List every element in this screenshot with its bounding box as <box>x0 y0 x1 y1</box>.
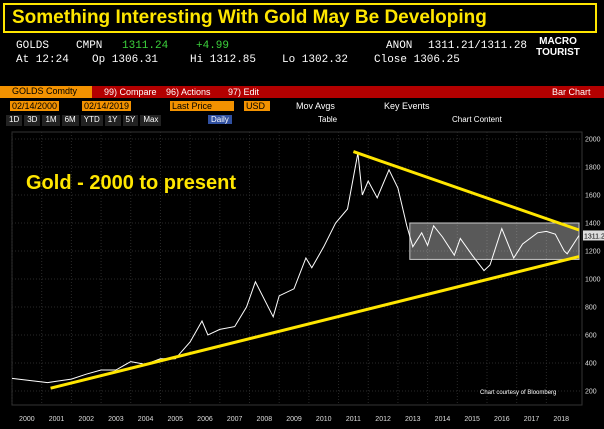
toggle[interactable]: Key Events <box>384 101 430 111</box>
logo: MACRO TOURIST <box>530 36 586 66</box>
x-tick-label: 2009 <box>286 416 302 423</box>
last: 1311.24 <box>122 40 169 52</box>
trend-line <box>50 255 580 390</box>
y-tick-label: 1000 <box>585 277 601 284</box>
x-tick-label: 2012 <box>375 416 391 423</box>
contributor: ANON <box>386 40 413 52</box>
close: Close 1306.25 <box>374 54 460 66</box>
logo-line: MACRO <box>539 36 577 47</box>
period-button[interactable]: YTD <box>80 115 103 126</box>
y-tick-label: 800 <box>585 305 597 312</box>
annotation: Gold - 2000 to present <box>26 172 237 194</box>
chart-kind: Bar Chart <box>552 87 591 97</box>
low: Lo 1302.32 <box>282 54 349 66</box>
x-tick-label: 2006 <box>197 416 213 423</box>
x-tick-label: 2016 <box>494 416 510 423</box>
x-tick-label: 2013 <box>405 416 421 423</box>
last-price-tag <box>583 230 604 241</box>
y-tick-label: 1400 <box>585 221 601 228</box>
period-button[interactable]: Max <box>140 115 162 126</box>
price-line <box>11 152 580 384</box>
currency[interactable]: USD <box>244 101 270 111</box>
logo-line: TOURIST <box>536 47 580 58</box>
x-tick-label: 2014 <box>435 416 451 423</box>
time: At 12:24 <box>16 54 69 66</box>
period-row: 1D 3D 1M 6M YTD 1Y 5Y Max <box>6 115 162 126</box>
x-tick-label: 2008 <box>257 416 273 423</box>
change: +4.99 <box>196 40 230 52</box>
content-button[interactable]: Chart Content <box>452 115 502 124</box>
table-button[interactable]: Table <box>318 115 338 124</box>
x-tick-label: 2017 <box>524 416 540 423</box>
high: Hi 1312.85 <box>190 54 257 66</box>
title-bar <box>3 3 597 33</box>
y-tick-label: 200 <box>585 389 597 396</box>
y-tick-label: 400 <box>585 361 597 368</box>
x-tick-label: 2007 <box>227 416 243 423</box>
period-button[interactable]: 3D <box>24 115 41 126</box>
period-button[interactable]: 1D <box>6 115 23 126</box>
end-date[interactable]: 02/14/2019 <box>82 101 132 111</box>
toggle[interactable]: Mov Avgs <box>296 101 335 111</box>
x-tick-label: 2002 <box>78 416 94 423</box>
last-price-label: 1311.2 <box>584 233 604 240</box>
period-button[interactable]: 6M <box>61 115 79 126</box>
security[interactable]: GOLDS Comdty <box>0 86 92 98</box>
bid-ask: 1311.21/1311.28 <box>428 40 528 52</box>
y-tick-label: 600 <box>585 333 597 340</box>
y-tick-label: 1800 <box>585 165 601 172</box>
x-tick-label: 2001 <box>49 416 65 423</box>
x-tick-label: 2005 <box>167 416 183 423</box>
x-tick-label: 2004 <box>138 416 154 423</box>
start-date[interactable]: 02/14/2000 <box>10 101 60 111</box>
y-tick-label: 1600 <box>585 193 601 200</box>
period-button[interactable]: 1M <box>42 115 60 126</box>
x-tick-label: 2011 <box>346 416 361 423</box>
menu-item[interactable]: 97) Edit <box>228 87 260 97</box>
chart-title: Something Interesting With Gold May Be D… <box>12 7 487 28</box>
x-tick-label: 2000 <box>19 416 35 423</box>
y-tick-label: 1200 <box>585 249 601 256</box>
ticker: GOLDS <box>16 40 50 52</box>
credit: Chart courtesy of Bloomberg <box>480 390 557 396</box>
field[interactable]: Last Price <box>170 101 234 111</box>
trend-line <box>352 150 580 232</box>
y-tick-label: 2000 <box>585 137 601 144</box>
menu-item[interactable]: 96) Actions <box>166 87 211 97</box>
period-button[interactable]: 5Y <box>122 115 139 126</box>
menu-bar <box>0 86 604 98</box>
x-tick-label: 2003 <box>108 416 124 423</box>
x-tick-label: 2010 <box>316 416 332 423</box>
period-button[interactable]: 1Y <box>104 115 121 126</box>
open: Op 1306.31 <box>92 54 159 66</box>
x-tick-label: 2018 <box>553 416 569 423</box>
menu-item[interactable]: 99) Compare <box>104 87 157 97</box>
range-box <box>409 222 580 260</box>
frequency[interactable]: Daily <box>208 115 232 124</box>
source: CMPN <box>76 40 103 52</box>
x-tick-label: 2015 <box>464 416 480 423</box>
